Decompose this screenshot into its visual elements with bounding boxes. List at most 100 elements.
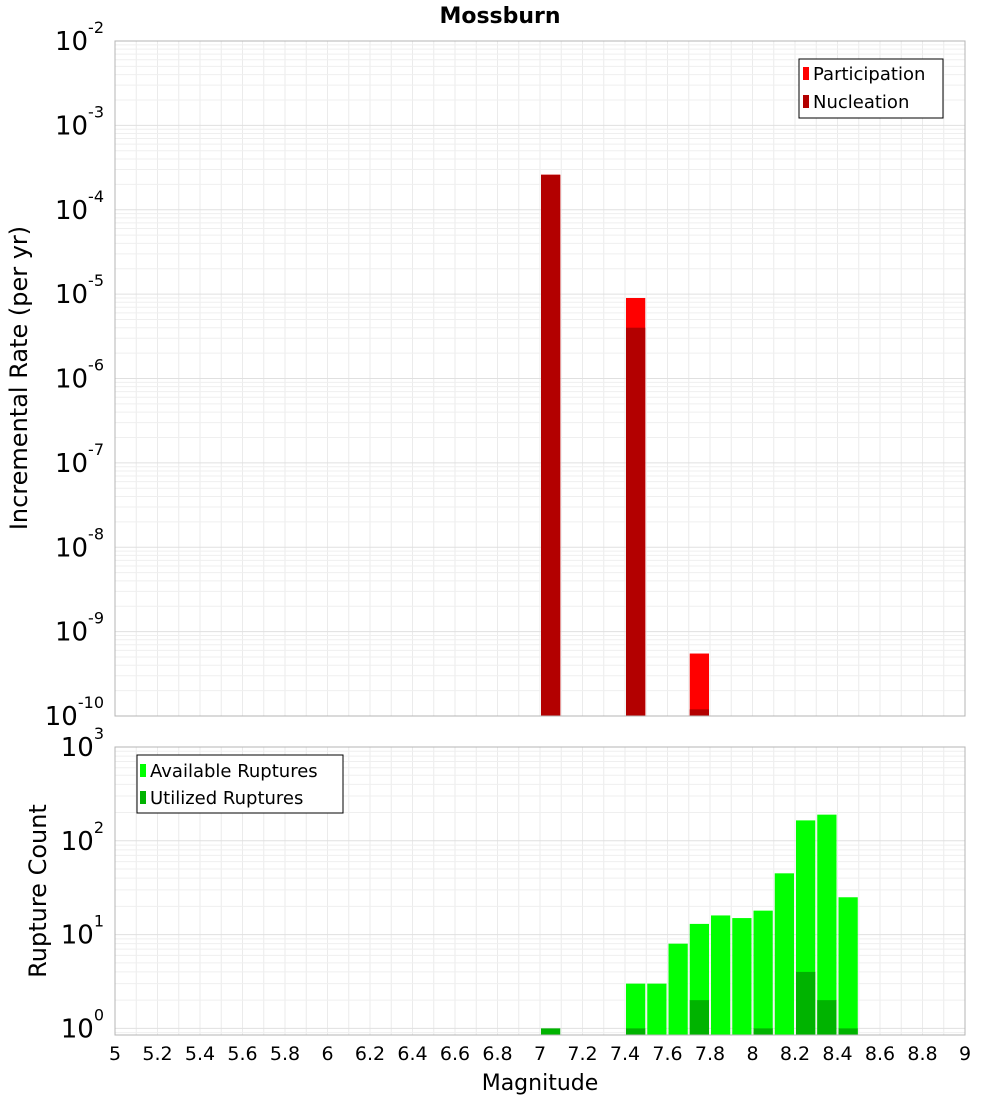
magnitude-tick-label: 5.6 bbox=[227, 1043, 257, 1065]
participation-swatch bbox=[803, 67, 809, 80]
rate-y-tick-exponent: -9 bbox=[88, 609, 104, 628]
magnitude-tick-label: 7.8 bbox=[695, 1043, 725, 1065]
count-y-tick-label: 103 bbox=[61, 724, 104, 763]
count-bar-utilized-ruptures bbox=[796, 971, 816, 1035]
rate-bar-nucleation bbox=[689, 709, 709, 716]
magnitude-x-ticks: 5 5.2 5.4 5.6 5.8 6 6.2 6.4 6.6 6.8 7 7.2 7.4 7.6 7.8 8… bbox=[109, 1043, 971, 1065]
count-legend-box bbox=[136, 754, 344, 814]
count-y-tick-mantissa: 10 bbox=[61, 921, 94, 951]
magnitude-tick-label: 6.4 bbox=[397, 1043, 427, 1065]
rate-y-tick-mantissa: 10 bbox=[55, 111, 88, 141]
rate-y-tick-exponent: -10 bbox=[78, 693, 104, 712]
rate-y-tick-mantissa: 10 bbox=[55, 618, 88, 648]
rate-y-tick-mantissa: 10 bbox=[55, 365, 88, 395]
rate-y-tick-label: 10-9 bbox=[55, 609, 104, 648]
rate-y-tick-mantissa: 10 bbox=[55, 449, 88, 479]
magnitude-tick-label: 6 bbox=[321, 1043, 333, 1065]
utilized-swatch bbox=[140, 791, 146, 804]
magnitude-tick-label: 8.6 bbox=[865, 1043, 895, 1065]
rate-y-tick-exponent: -6 bbox=[88, 356, 104, 375]
rate-y-axis-label: Incremental Rate (per yr) bbox=[5, 226, 33, 530]
magnitude-tick-label: 5.2 bbox=[142, 1043, 172, 1065]
available-legend-label: Available Ruptures bbox=[150, 761, 318, 782]
rate-bar-participation bbox=[689, 653, 709, 716]
count-bar-available-ruptures bbox=[774, 873, 794, 1035]
rate-y-tick-exponent: -4 bbox=[88, 187, 104, 206]
rate-y-tick-label: 10-5 bbox=[55, 271, 104, 310]
rate-y-tick-mantissa: 10 bbox=[55, 280, 88, 310]
magnitude-tick-label: 9 bbox=[959, 1043, 971, 1065]
magnitude-tick-label: 8.8 bbox=[907, 1043, 937, 1065]
count-bar-utilized-ruptures bbox=[626, 1028, 646, 1035]
rate-y-tick-label: 10-6 bbox=[55, 356, 104, 395]
rate-y-tick-mantissa: 10 bbox=[55, 27, 88, 57]
count-bar-utilized-ruptures bbox=[541, 1028, 561, 1035]
count-bar-available-ruptures bbox=[626, 983, 646, 1035]
magnitude-tick-label: 6.6 bbox=[440, 1043, 470, 1065]
magnitude-tick-label: 7.2 bbox=[567, 1043, 597, 1065]
rate-y-tick-label: 10-10 bbox=[45, 693, 104, 732]
count-y-tick-label: 101 bbox=[61, 912, 104, 951]
rate-y-tick-mantissa: 10 bbox=[55, 196, 88, 226]
rate-y-tick-exponent: -2 bbox=[88, 18, 104, 37]
rate-plot-frame bbox=[114, 40, 966, 717]
magnitude-tick-label: 5.4 bbox=[185, 1043, 215, 1065]
count-y-tick-mantissa: 10 bbox=[61, 733, 94, 763]
count-legend: Available Ruptures Utilized Ruptures bbox=[136, 754, 344, 814]
count-y-axis-label: Rupture Count bbox=[24, 804, 52, 978]
magnitude-tick-label: 5 bbox=[109, 1043, 121, 1065]
count-plot-frame bbox=[114, 746, 966, 1036]
rate-bar-nucleation bbox=[541, 174, 561, 716]
count-bar-available-ruptures bbox=[817, 814, 837, 1035]
rate-legend-box bbox=[798, 58, 944, 119]
magnitude-tick-label: 7.6 bbox=[652, 1043, 682, 1065]
count-y-tick-exponent: 0 bbox=[94, 1005, 104, 1024]
magnitude-x-axis-label: Magnitude bbox=[482, 1071, 599, 1096]
count-y-tick-mantissa: 10 bbox=[61, 827, 94, 857]
nucleation-legend-label: Nucleation bbox=[813, 92, 909, 113]
count-bars bbox=[541, 814, 858, 1035]
rate-y-tick-mantissa: 10 bbox=[55, 533, 88, 563]
utilized-legend-label: Utilized Ruptures bbox=[150, 788, 303, 809]
rate-y-tick-label: 10-3 bbox=[55, 102, 104, 141]
magnitude-tick-label: 5.8 bbox=[270, 1043, 300, 1065]
count-y-tick-exponent: 2 bbox=[94, 818, 104, 837]
magnitude-tick-label: 8.4 bbox=[822, 1043, 852, 1065]
count-bar-available-ruptures bbox=[753, 910, 773, 1035]
magnitude-tick-label: 7 bbox=[534, 1043, 546, 1065]
count-bar-utilized-ruptures bbox=[689, 1000, 709, 1035]
count-bar-utilized-ruptures bbox=[838, 1028, 858, 1035]
magnitude-tick-label: 6.8 bbox=[482, 1043, 512, 1065]
count-y-tick-label: 100 bbox=[61, 1005, 104, 1044]
count-bar-available-ruptures bbox=[668, 943, 688, 1035]
rate-bars bbox=[541, 174, 709, 716]
rate-grid bbox=[114, 40, 966, 717]
magnitude-tick-label: 8 bbox=[746, 1043, 758, 1065]
nucleation-swatch bbox=[803, 95, 809, 108]
count-bar-available-ruptures bbox=[711, 915, 731, 1035]
rate-y-tick-exponent: -5 bbox=[88, 271, 104, 290]
rate-y-tick-label: 10-2 bbox=[55, 18, 104, 57]
rate-y-tick-label: 10-7 bbox=[55, 440, 104, 479]
rate-y-tick-exponent: -7 bbox=[88, 440, 104, 459]
count-y-tick-mantissa: 10 bbox=[61, 1014, 94, 1044]
count-bar-available-ruptures bbox=[732, 918, 752, 1035]
participation-legend-label: Participation bbox=[813, 64, 925, 85]
available-swatch bbox=[140, 764, 146, 777]
magnitude-tick-label: 8.2 bbox=[780, 1043, 810, 1065]
rate-y-tick-label: 10-4 bbox=[55, 187, 104, 226]
rate-y-tick-exponent: -8 bbox=[88, 524, 104, 543]
count-bar-utilized-ruptures bbox=[753, 1028, 773, 1035]
count-y-tick-label: 102 bbox=[61, 818, 104, 857]
count-bar-available-ruptures bbox=[647, 983, 667, 1035]
count-y-tick-exponent: 1 bbox=[94, 912, 104, 931]
magnitude-tick-label: 7.4 bbox=[610, 1043, 640, 1065]
chart-title: Mossburn bbox=[439, 4, 560, 29]
count-bar-utilized-ruptures bbox=[817, 1000, 837, 1035]
rate-y-tick-mantissa: 10 bbox=[45, 702, 78, 732]
count-bar-available-ruptures bbox=[838, 897, 858, 1035]
rate-y-tick-label: 10-8 bbox=[55, 524, 104, 563]
